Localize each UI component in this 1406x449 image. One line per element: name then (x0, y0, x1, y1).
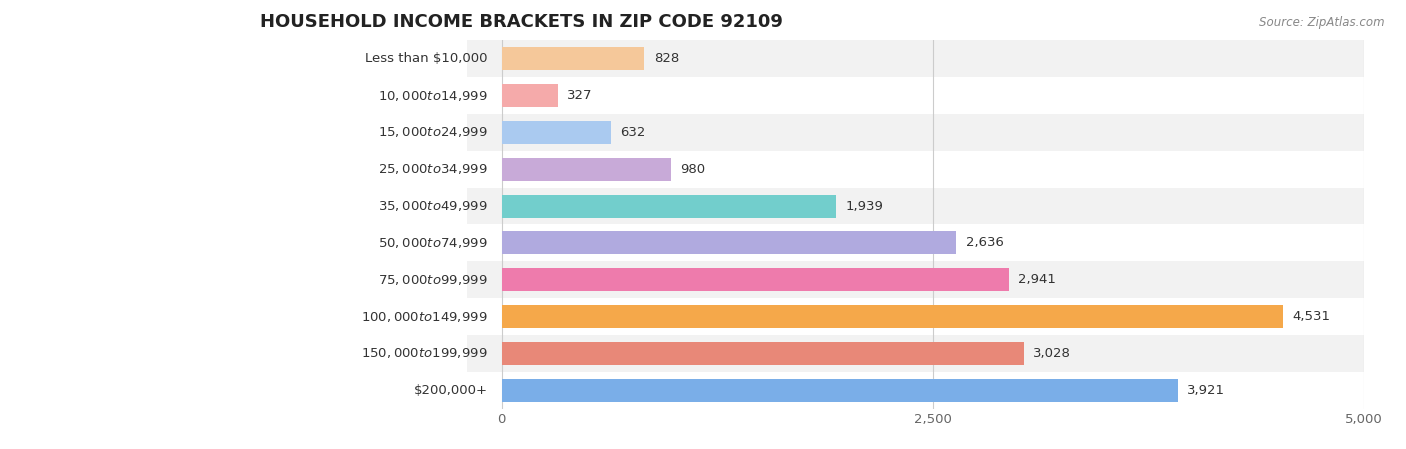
Text: 3,921: 3,921 (1187, 384, 1225, 396)
Text: 2,941: 2,941 (1018, 273, 1056, 286)
Bar (502, 269, 1008, 291)
Text: $10,000 to $14,999: $10,000 to $14,999 (378, 88, 488, 103)
Bar (467, 151, 1364, 188)
Bar (502, 305, 1282, 328)
Bar (467, 298, 1364, 335)
Text: $35,000 to $49,999: $35,000 to $49,999 (378, 199, 488, 213)
Bar (502, 232, 956, 254)
Text: Less than $10,000: Less than $10,000 (366, 53, 488, 65)
Text: $75,000 to $99,999: $75,000 to $99,999 (378, 273, 488, 287)
Bar (502, 121, 610, 144)
Text: 632: 632 (620, 126, 645, 139)
Bar (502, 342, 1024, 365)
Text: $50,000 to $74,999: $50,000 to $74,999 (378, 236, 488, 250)
Text: 1,939: 1,939 (845, 200, 883, 212)
Bar (467, 40, 1364, 77)
Bar (502, 379, 1178, 401)
Bar (467, 77, 1364, 114)
Text: 3,028: 3,028 (1033, 347, 1071, 360)
Bar (502, 48, 644, 70)
Text: $200,000+: $200,000+ (413, 384, 488, 396)
Text: $15,000 to $24,999: $15,000 to $24,999 (378, 125, 488, 140)
Text: 980: 980 (681, 163, 706, 176)
Bar (467, 114, 1364, 151)
Bar (467, 372, 1364, 409)
Bar (467, 261, 1364, 298)
Bar (502, 84, 558, 107)
Text: HOUSEHOLD INCOME BRACKETS IN ZIP CODE 92109: HOUSEHOLD INCOME BRACKETS IN ZIP CODE 92… (260, 13, 783, 31)
Text: 327: 327 (568, 89, 593, 102)
Bar (467, 224, 1364, 261)
Text: Source: ZipAtlas.com: Source: ZipAtlas.com (1260, 16, 1385, 29)
Text: 828: 828 (654, 53, 679, 65)
Bar (502, 158, 671, 180)
Text: $25,000 to $34,999: $25,000 to $34,999 (378, 162, 488, 176)
Bar (502, 195, 837, 217)
Text: 4,531: 4,531 (1292, 310, 1330, 323)
Bar (467, 188, 1364, 224)
Text: 2,636: 2,636 (966, 237, 1004, 249)
Text: $150,000 to $199,999: $150,000 to $199,999 (361, 346, 488, 361)
Text: $100,000 to $149,999: $100,000 to $149,999 (361, 309, 488, 324)
Bar (467, 335, 1364, 372)
